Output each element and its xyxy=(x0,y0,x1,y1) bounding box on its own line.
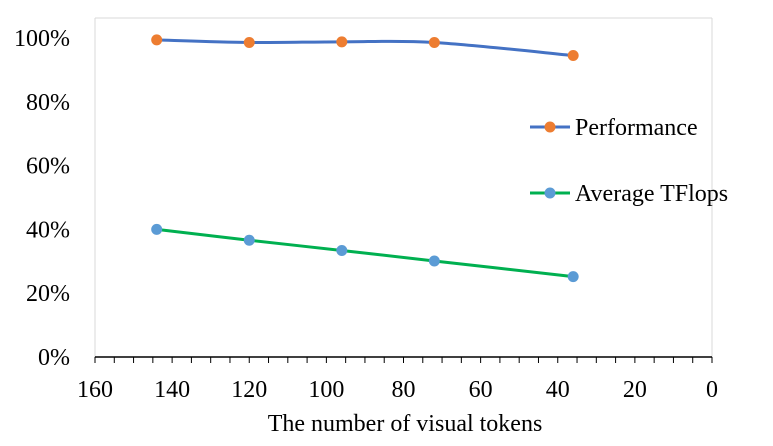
data-point-performance xyxy=(151,34,163,46)
data-point-average-tflops xyxy=(428,255,440,267)
data-point-average-tflops xyxy=(567,271,579,283)
x-axis-title: The number of visual tokens xyxy=(268,411,543,437)
data-point-average-tflops xyxy=(336,244,348,256)
legend-marker-average-tflops xyxy=(544,187,556,199)
x-minor-ticks xyxy=(94,357,713,363)
x-tick-label: 160 xyxy=(77,377,113,403)
y-tick-label: 60% xyxy=(26,154,70,180)
data-point-performance xyxy=(428,36,440,48)
x-tick-label: 60 xyxy=(469,377,493,403)
x-tick-label: 120 xyxy=(231,377,267,403)
y-tick-labels: 0% 20% 40% 60% 80% 100% xyxy=(14,26,70,371)
data-point-performance xyxy=(243,36,255,48)
y-tick-label: 20% xyxy=(26,281,70,307)
data-point-average-tflops xyxy=(243,234,255,246)
x-tick-label: 40 xyxy=(546,377,570,403)
legend-marker-performance xyxy=(544,121,556,133)
y-tick-label: 0% xyxy=(38,345,70,371)
x-tick-label: 100 xyxy=(308,377,344,403)
y-tick-label: 80% xyxy=(26,90,70,116)
y-tick-label: 40% xyxy=(26,217,70,243)
legend-label-performance: Performance xyxy=(575,115,698,141)
x-tick-label: 80 xyxy=(392,377,416,403)
x-tick-label: 20 xyxy=(623,377,647,403)
legend: Performance Average TFlops xyxy=(530,115,728,207)
data-point-performance xyxy=(336,36,348,48)
y-tick-label: 100% xyxy=(14,26,70,52)
data-point-performance xyxy=(567,50,579,62)
legend-label-average-tflops: Average TFlops xyxy=(575,181,728,207)
data-point-average-tflops xyxy=(151,223,163,235)
x-tick-label: 0 xyxy=(706,377,718,403)
x-tick-labels: 160 140 120 100 80 60 40 20 0 xyxy=(77,377,718,403)
series-layer xyxy=(151,34,579,283)
x-tick-label: 140 xyxy=(154,377,190,403)
